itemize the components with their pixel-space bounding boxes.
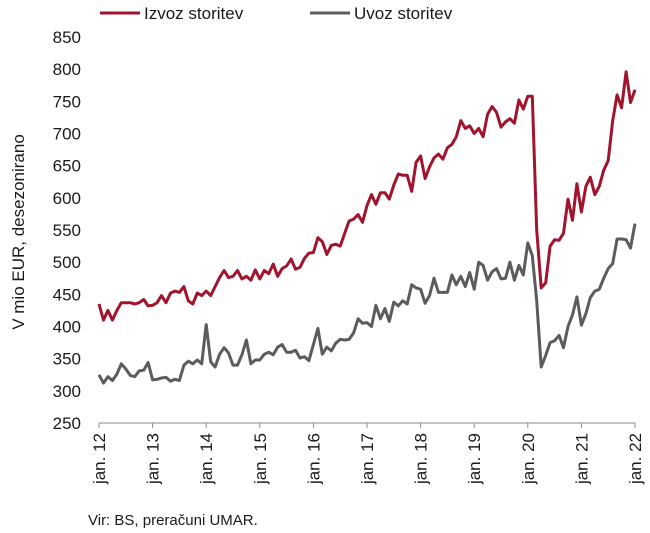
- plot-area: jan. 12 jan. 13 jan. 14 jan. 15 jan. 16 jan. …: [90, 70, 645, 485]
- x-axis-ticks: jan. 12 jan. 13 jan. 14 jan. 15 jan. 16 jan. …: [90, 423, 645, 485]
- x-tick-label: jan. 15: [251, 433, 270, 485]
- y-tick-label: 850: [53, 28, 81, 47]
- y-axis-title: V mio EUR, desezonirano: [9, 134, 28, 330]
- y-tick-label: 500: [53, 253, 81, 272]
- series-line-izvoz: [97, 70, 637, 322]
- y-tick-label: 250: [53, 414, 81, 433]
- y-tick-label: 600: [53, 189, 81, 208]
- x-tick-label: jan. 22: [626, 433, 645, 485]
- legend-label-uvoz: Uvoz storitev: [354, 4, 453, 23]
- x-tick-label: jan. 16: [304, 433, 323, 485]
- source-note: Vir: BS, preračuni UMAR.: [88, 512, 258, 529]
- x-tick-label: jan. 18: [412, 433, 431, 485]
- x-tick-label: jan. 20: [519, 433, 538, 485]
- y-tick-label: 800: [53, 60, 81, 79]
- x-tick-label: jan. 21: [572, 433, 591, 485]
- y-tick-label: 450: [53, 285, 81, 304]
- y-tick-label: 300: [53, 382, 81, 401]
- x-tick-label: jan. 17: [358, 433, 377, 485]
- x-tick-label: jan. 19: [465, 433, 484, 485]
- y-tick-label: 400: [53, 318, 81, 337]
- x-tick-label: jan. 13: [144, 433, 163, 485]
- y-tick-label: 750: [53, 92, 81, 111]
- y-tick-label: 650: [53, 157, 81, 176]
- series-line-uvoz: [97, 223, 637, 385]
- y-tick-label: 550: [53, 221, 81, 240]
- y-tick-label: 350: [53, 350, 81, 369]
- x-tick-label: jan. 12: [90, 433, 109, 485]
- y-axis-ticks: 250 300 350 400 450 500 550 600 650 700 750 800 850: [53, 28, 81, 433]
- legend: Izvoz storitev Uvoz storitev: [100, 4, 453, 23]
- y-tick-label: 700: [53, 125, 81, 144]
- legend-label-izvoz: Izvoz storitev: [144, 4, 244, 23]
- x-tick-label: jan. 14: [197, 433, 216, 485]
